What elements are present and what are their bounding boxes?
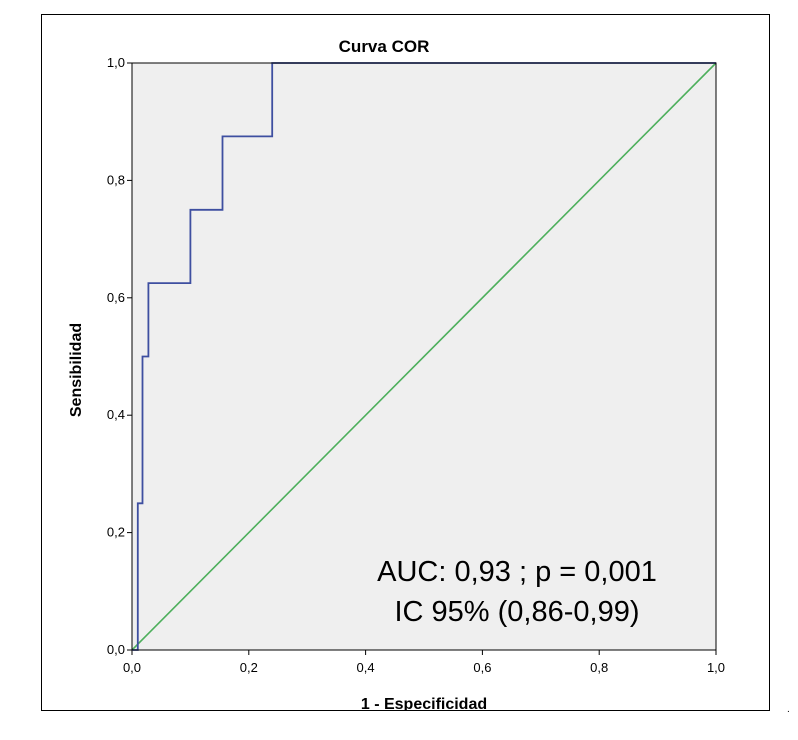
y-tick-label: 0,2 [107, 525, 125, 540]
x-tick-label: 0,2 [240, 660, 258, 675]
x-axis-label: 1 - Especificidad [361, 696, 487, 710]
y-tick-label: 0,8 [107, 172, 125, 187]
x-tick-label: 0,0 [123, 660, 141, 675]
chart-title: Curva COR [339, 37, 430, 56]
corner-mark: . [787, 704, 790, 715]
y-tick-label: 1,0 [107, 55, 125, 70]
ci-annotation: IC 95% (0,86-0,99) [394, 596, 639, 628]
x-tick-label: 0,4 [357, 660, 375, 675]
roc-curve-line [132, 62, 716, 651]
plot-border [131, 62, 717, 651]
roc-chart: Curva COR 0,0 0,2 0,4 0,6 0,8 1,0 0,0 0,2 0,4 0,6… [68, 37, 725, 710]
reference-diagonal-line [131, 62, 717, 651]
x-tick-label: 1,0 [707, 660, 725, 675]
auc-annotation: AUC: 0,93 ; p = 0,001 [377, 556, 657, 588]
y-tick-label: 0,4 [107, 407, 125, 422]
x-tick-label: 0,6 [473, 660, 491, 675]
y-axis-label: Sensibilidad [68, 323, 85, 417]
y-tick-label: 0,0 [107, 642, 125, 657]
chart-frame: Curva COR 0,0 0,2 0,4 0,6 0,8 1,0 0,0 0,2 0,4 0,6… [41, 14, 770, 711]
y-tick-label: 0,6 [107, 290, 125, 305]
x-tick-label: 0,8 [590, 660, 608, 675]
